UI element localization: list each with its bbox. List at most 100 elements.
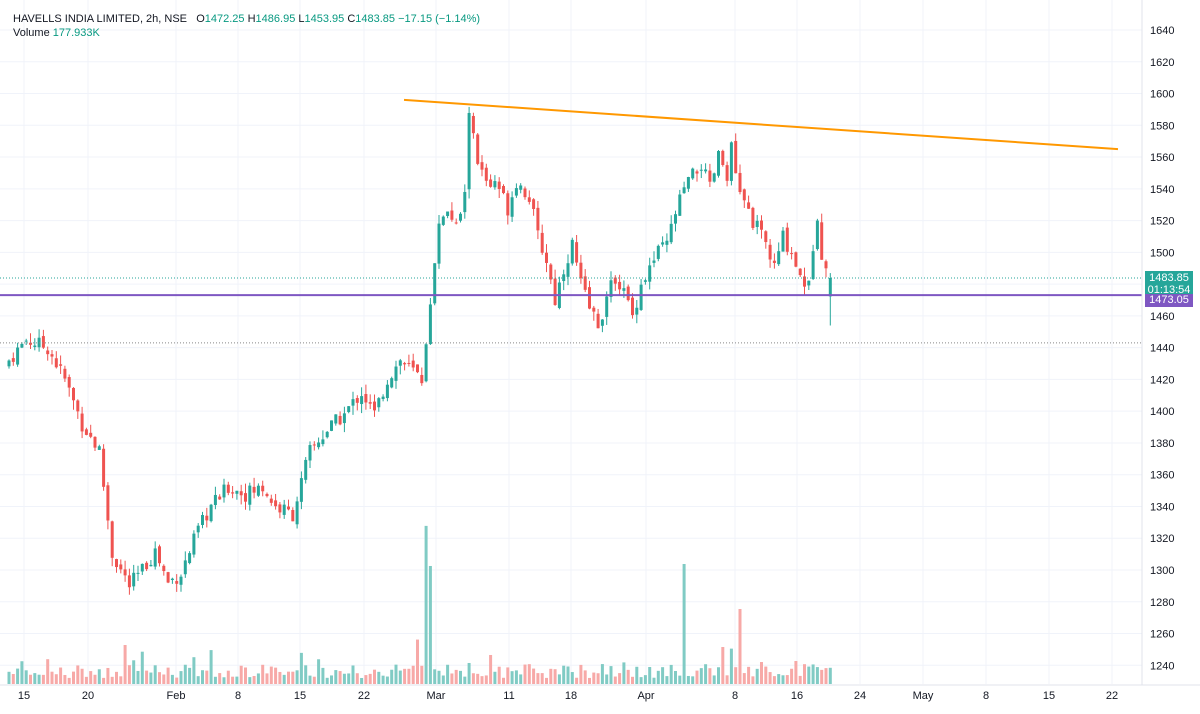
candle-body: [127, 575, 131, 588]
candle-body: [669, 223, 673, 243]
price-tick-label: 1580: [1150, 120, 1174, 132]
volume-bar: [712, 675, 716, 684]
volume-bar: [46, 659, 50, 684]
volume-bar: [282, 674, 286, 684]
candle-body: [317, 442, 321, 448]
price-tick-label: 1640: [1150, 25, 1174, 37]
legend-low-label: L: [298, 13, 305, 25]
volume-bar: [115, 671, 118, 684]
candle-body: [63, 368, 67, 379]
candle-body: [278, 504, 282, 513]
volume-bar: [360, 677, 364, 684]
candle-body: [695, 171, 699, 174]
volume-bar: [433, 669, 437, 684]
volume-bar: [669, 664, 673, 684]
candle-body: [661, 242, 665, 245]
volume-bar: [239, 665, 243, 684]
volume-bar: [725, 675, 729, 684]
candle-body: [201, 515, 204, 525]
candle-body: [390, 378, 394, 388]
volume-bar: [153, 665, 157, 684]
candle-body: [484, 167, 488, 181]
time-tick-label: 15: [1043, 690, 1055, 702]
volume-bar: [364, 675, 368, 684]
time-tick-label: Mar: [427, 690, 446, 702]
volume-bar: [295, 670, 299, 684]
price-tick-label: 1260: [1150, 629, 1174, 641]
candle-body: [321, 439, 325, 445]
volume-bar: [80, 668, 84, 684]
volume-bar: [794, 660, 798, 684]
volume-bar: [123, 645, 127, 684]
price-axis[interactable]: 1240 1260 1280 1300 1320 1340 1360 1380 1400 1420…: [1141, 0, 1174, 685]
volume-bar: [454, 669, 458, 684]
volume-bar: [536, 673, 540, 684]
candle-body: [381, 396, 385, 400]
candle-body: [781, 230, 785, 252]
price-tick-label: 1360: [1150, 470, 1174, 482]
legend-change: −17.15 (−1.14%): [398, 13, 481, 25]
candle-body: [368, 402, 372, 404]
volume-bar: [321, 667, 325, 684]
volume-bar: [497, 666, 501, 684]
volume-bar: [269, 666, 273, 684]
candle-body: [149, 564, 153, 567]
candle-body: [46, 350, 50, 355]
candle-body: [708, 170, 712, 182]
time-tick-label: 22: [1106, 690, 1118, 702]
volume-bar: [394, 664, 398, 684]
candle-body: [502, 185, 505, 194]
candle-body: [471, 115, 475, 134]
legend-volume: 177.933K: [52, 27, 100, 39]
candle-body: [562, 274, 566, 282]
volume-bar: [136, 670, 140, 684]
volume-bar: [459, 670, 462, 684]
candle-body: [179, 576, 183, 585]
volume-bar: [760, 662, 763, 684]
candle-body: [41, 336, 45, 348]
candle-body: [80, 413, 84, 432]
candle-body: [717, 151, 720, 176]
volume-bar: [721, 647, 725, 684]
volume-bar: [67, 677, 71, 684]
candle-body: [196, 525, 200, 533]
candle-body: [678, 194, 682, 216]
candle-body: [570, 239, 574, 264]
volume-bar: [519, 674, 523, 684]
candle-body: [613, 277, 617, 284]
time-axis[interactable]: 15 20 Feb 8 15 22 Mar 11 18 Apr 8 16 24 May 8 15 22: [0, 684, 1200, 702]
volume-bar: [50, 671, 54, 684]
volume-bar: [342, 673, 346, 684]
volume-bar: [562, 665, 566, 684]
volume-bar: [605, 674, 609, 684]
drawings[interactable]: [0, 98, 1142, 344]
candle-body: [665, 240, 669, 245]
candle-body: [618, 281, 622, 290]
candle-body: [437, 223, 441, 264]
candle-body: [605, 296, 609, 317]
candle-body: [295, 501, 299, 525]
volume-bar: [695, 670, 699, 684]
candle-body: [807, 280, 811, 286]
candle-body: [794, 252, 798, 267]
candle-body: [742, 189, 746, 201]
volume-bar: [686, 675, 690, 684]
candle-body: [549, 264, 553, 280]
volume-bar: [145, 670, 149, 684]
volume-bar: [489, 654, 493, 684]
hline-price-badge: 1473.05: [1145, 294, 1193, 307]
volume-bar: [579, 664, 583, 684]
candle-body: [265, 493, 269, 497]
volume-bar: [424, 525, 428, 684]
volume-bar: [450, 673, 454, 684]
volume-bar: [37, 674, 41, 684]
volume-bar: [170, 674, 174, 684]
volume-bar: [678, 675, 682, 684]
candle-body: [256, 485, 260, 496]
volume-bar: [218, 673, 222, 684]
candle-body: [20, 343, 24, 348]
time-tick-label: 15: [18, 690, 30, 702]
volume-bar: [338, 671, 342, 684]
candle-body: [790, 253, 794, 255]
